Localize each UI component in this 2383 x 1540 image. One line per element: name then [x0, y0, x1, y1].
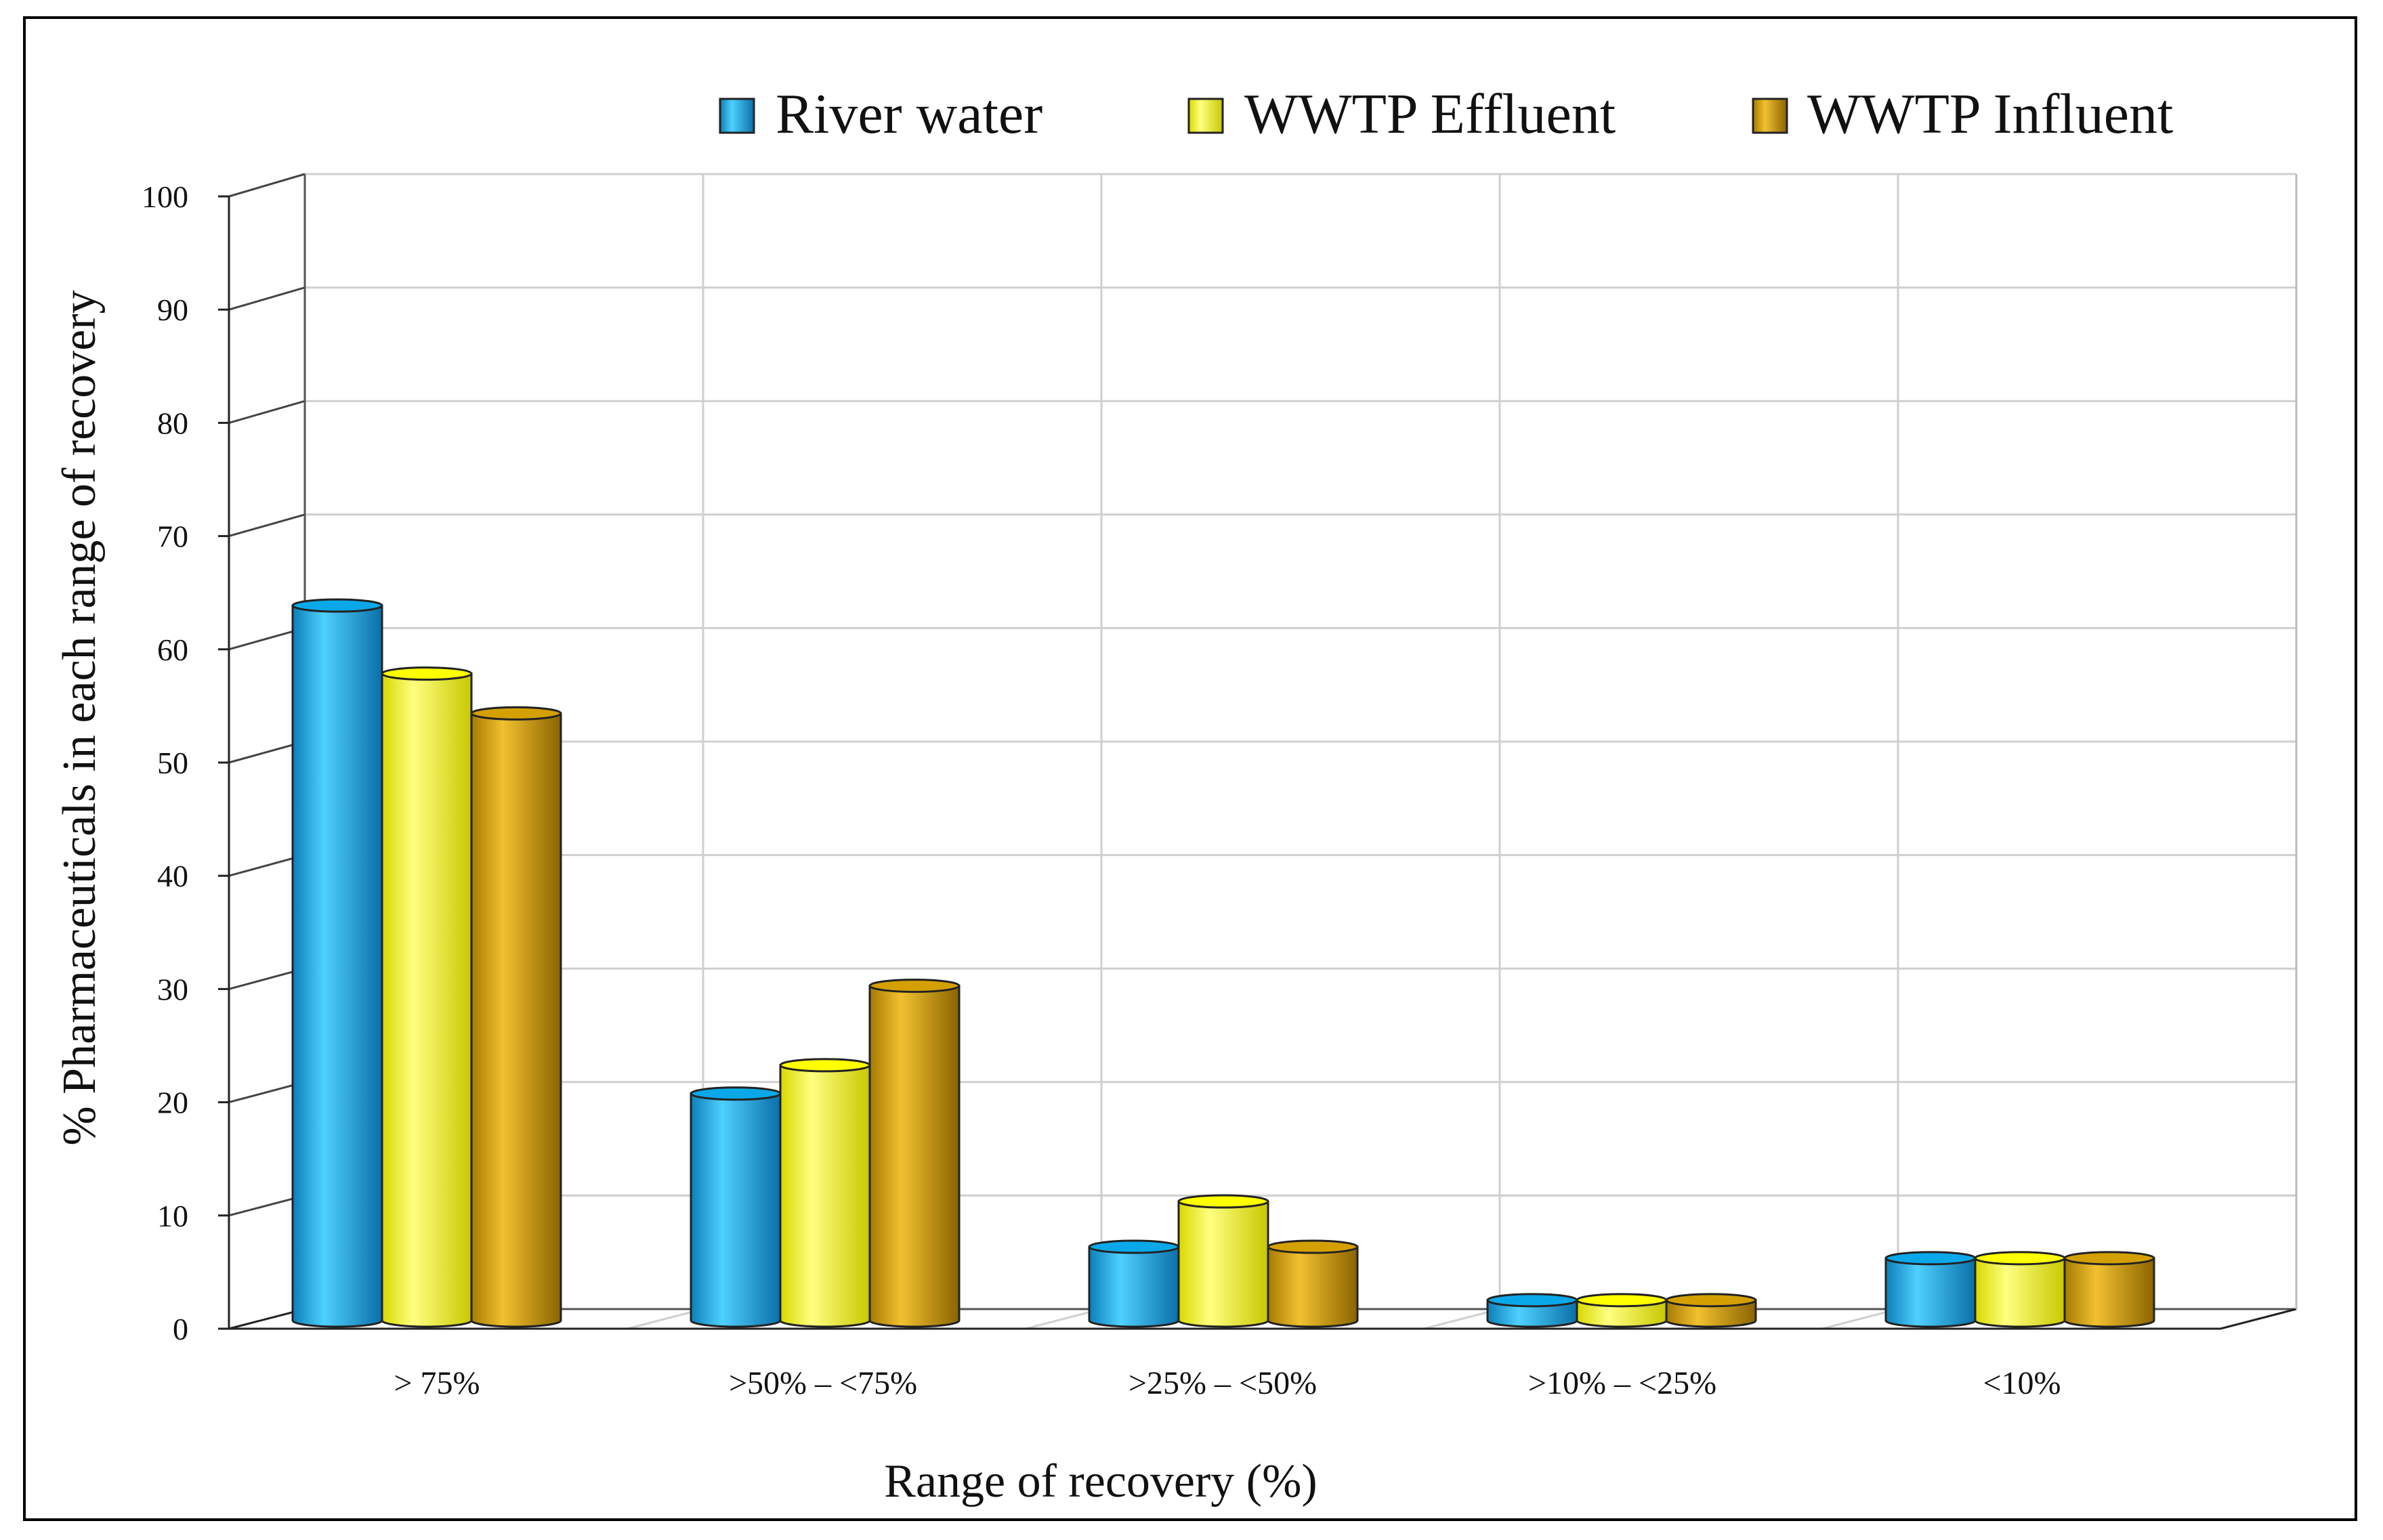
- bar-wwtp-influent-4: [1665, 1293, 1757, 1328]
- legend-item-river-water: River water: [719, 83, 1042, 146]
- y-tick-label: 70: [157, 519, 188, 554]
- bar-body: [868, 985, 961, 1328]
- x-tick-label: >25% – <50%: [1129, 1365, 1317, 1401]
- y-tick-label: 50: [157, 746, 188, 780]
- bar-top: [1576, 1293, 1668, 1308]
- x-tick-label: >50% – <75%: [729, 1365, 917, 1401]
- bar-wwtp-effluent-3: [1177, 1194, 1269, 1328]
- x-tick-label: > 75%: [394, 1365, 480, 1401]
- bar-river-water-2: [690, 1086, 782, 1328]
- bar-top: [1088, 1239, 1180, 1254]
- bar-body: [470, 712, 562, 1328]
- y-tick-label: 80: [157, 406, 188, 440]
- y-tick-label: 20: [157, 1086, 188, 1120]
- x-axis-labels: > 75% >50% – <75% >25% – <50% >10% – <25% <1…: [394, 1365, 2061, 1401]
- bar-top: [1267, 1239, 1359, 1254]
- side-gridline: [228, 400, 305, 424]
- bar-body: [1088, 1245, 1180, 1328]
- side-gridline: [228, 173, 305, 198]
- bar-top: [1486, 1293, 1578, 1308]
- bar-body: [779, 1064, 871, 1328]
- bar-body: [690, 1092, 782, 1328]
- bar-body: [1576, 1299, 1668, 1328]
- bar-top: [2063, 1251, 2155, 1266]
- bars: [291, 598, 2155, 1328]
- x-tick-label: >10% – <25%: [1528, 1365, 1716, 1401]
- bar-body: [1267, 1245, 1359, 1328]
- bar-top: [291, 598, 383, 613]
- bar-body: [2063, 1257, 2155, 1328]
- legend-label-wwtp-influent: WWTP Influent: [1807, 83, 2173, 146]
- bar-river-water-1: [291, 598, 383, 1328]
- gridlines: [228, 173, 2296, 1330]
- legend-label-wwtp-effluent: WWTP Effluent: [1244, 83, 1616, 146]
- bar-wwtp-effluent-4: [1576, 1293, 1668, 1328]
- bar-wwtp-effluent-5: [1974, 1251, 2066, 1328]
- y-tick-label: 10: [157, 1199, 188, 1233]
- bar-body: [1974, 1257, 2066, 1328]
- bar-top: [470, 706, 562, 721]
- bar-top: [690, 1086, 782, 1101]
- y-tick-label: 60: [157, 633, 188, 667]
- bar-body: [1486, 1299, 1578, 1328]
- bar-top: [1884, 1251, 1977, 1266]
- x-tick-label: <10%: [1983, 1365, 2061, 1401]
- bar-wwtp-effluent-1: [381, 666, 473, 1328]
- legend-label-river-water: River water: [776, 83, 1042, 146]
- legend-item-wwtp-effluent: WWTP Effluent: [1187, 83, 1616, 146]
- y-axis-title: % Pharmaceuticals in each range of recov…: [54, 290, 106, 1145]
- legend-item-wwtp-influent: WWTP Influent: [1752, 83, 2173, 146]
- bar-river-water-3: [1088, 1239, 1180, 1328]
- bar-wwtp-influent-1: [470, 706, 562, 1328]
- bar-top: [868, 979, 961, 993]
- floor-right-edge: [2220, 1308, 2297, 1330]
- y-tick-label: 90: [157, 293, 188, 327]
- bar-body: [1884, 1257, 1977, 1328]
- y-tick-label: 30: [157, 972, 188, 1006]
- bar-river-water-4: [1486, 1293, 1578, 1328]
- bar-wwtp-effluent-2: [779, 1058, 871, 1328]
- legend-swatch-wwtp-influent: [1752, 98, 1788, 134]
- legend: River water WWTP Effluent WWTP Influent: [719, 83, 2173, 146]
- bar-body: [381, 672, 473, 1328]
- bar-body: [1665, 1299, 1757, 1328]
- side-gridline: [228, 513, 305, 538]
- y-tick-label: 40: [157, 859, 188, 893]
- y-tick-label: 0: [173, 1312, 188, 1346]
- x-axis-title: Range of recovery (%): [884, 1455, 1317, 1507]
- y-tick-label: 100: [142, 179, 188, 214]
- bar-body: [1177, 1200, 1269, 1328]
- legend-swatch-wwtp-effluent: [1187, 98, 1224, 134]
- bar-wwtp-influent-2: [868, 979, 961, 1328]
- y-axis-ticks: 0 10 20 30 40 50 60 70 80 90 100: [142, 179, 229, 1346]
- legend-swatch-river-water: [719, 98, 755, 134]
- bar-top: [381, 666, 473, 681]
- bar-top: [779, 1058, 871, 1073]
- side-gridline: [228, 286, 305, 311]
- bar-river-water-5: [1884, 1251, 1977, 1328]
- bar-wwtp-influent-5: [2063, 1251, 2155, 1328]
- bar-body: [291, 604, 383, 1328]
- bar-top: [1974, 1251, 2066, 1266]
- bar-top: [1177, 1194, 1269, 1209]
- bar-wwtp-influent-3: [1267, 1239, 1359, 1328]
- bar-top: [1665, 1293, 1757, 1308]
